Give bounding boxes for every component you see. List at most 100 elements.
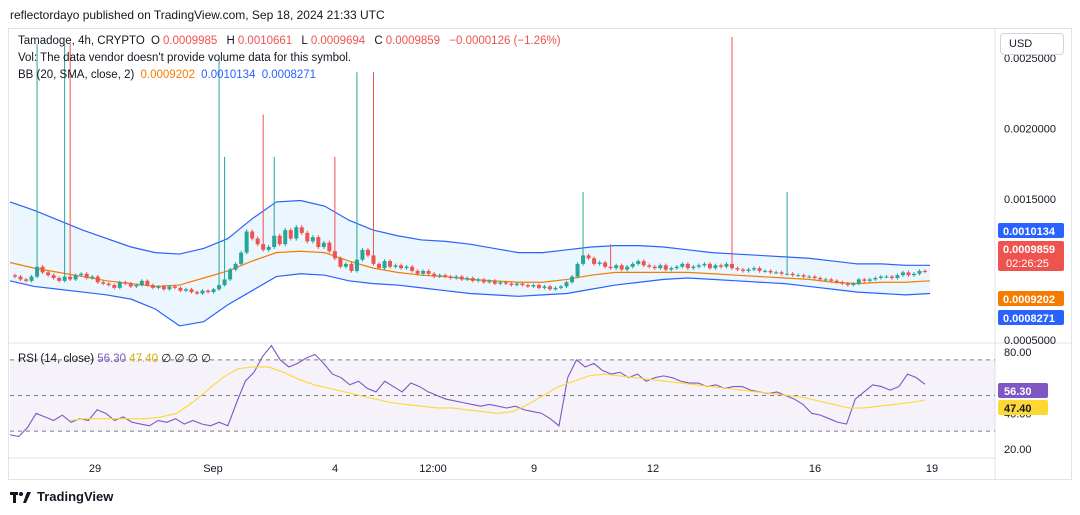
candle xyxy=(724,262,729,269)
candle-body xyxy=(873,278,878,280)
rsi-tag-text: 56.30 xyxy=(1004,386,1032,398)
candle xyxy=(785,192,790,276)
candle xyxy=(889,274,894,280)
candle xyxy=(40,265,45,275)
candle-body xyxy=(823,279,828,281)
candle-body xyxy=(503,282,508,284)
candle-body xyxy=(255,238,260,245)
time-tick-label: 4 xyxy=(332,463,338,475)
candle-body xyxy=(40,266,45,273)
candle xyxy=(520,282,525,287)
candle-body xyxy=(332,251,337,259)
currency-selector[interactable]: USD xyxy=(1000,33,1064,55)
candle-body xyxy=(581,255,586,264)
candle xyxy=(878,274,883,280)
candle-body xyxy=(840,282,845,284)
candle-body xyxy=(509,283,514,286)
candle-body xyxy=(327,242,332,252)
rsi-tick-label: 20.00 xyxy=(1004,444,1032,456)
footer-brand: TradingView xyxy=(10,489,113,504)
candle-body xyxy=(619,265,624,270)
candle-body xyxy=(294,227,299,239)
candle xyxy=(547,284,552,291)
candle-body xyxy=(917,270,922,274)
candle xyxy=(277,233,282,247)
candle xyxy=(741,267,745,273)
candle-body xyxy=(718,265,723,267)
candle xyxy=(669,266,674,272)
candle xyxy=(470,276,475,283)
candle-body xyxy=(233,263,238,270)
countdown-text: 02:26:25 xyxy=(1006,258,1049,270)
price-tick-label: 0.0015000 xyxy=(1004,194,1056,206)
bb-basis-line xyxy=(9,250,931,288)
candle-body xyxy=(84,273,89,278)
rsi-ma-line xyxy=(69,366,926,422)
candle-body xyxy=(774,272,779,274)
candle-body xyxy=(834,280,839,283)
rsi-line xyxy=(9,344,926,438)
candle-body xyxy=(895,275,900,278)
candle xyxy=(592,256,597,266)
candle-body xyxy=(845,283,850,286)
price-tag-bb_basis xyxy=(998,291,1064,306)
candle xyxy=(536,283,541,290)
candle-body xyxy=(531,285,536,287)
rsi-label: RSI (14, close) xyxy=(18,353,95,365)
candle-body xyxy=(547,286,552,290)
candle-body xyxy=(382,261,387,269)
candle-body xyxy=(139,280,144,286)
change-label: −0.0000126 (−1.26%) xyxy=(449,35,561,47)
candle xyxy=(29,274,34,283)
candle xyxy=(823,277,828,281)
candle-body xyxy=(542,286,547,288)
price-tag-text-bb_basis: 0.0009202 xyxy=(1003,294,1055,306)
open-label: O 0.0009985 xyxy=(150,35,218,47)
candle xyxy=(365,247,370,258)
candle-body xyxy=(685,263,690,269)
candle-body xyxy=(112,285,117,288)
candle-body xyxy=(757,268,762,271)
rsi-tick-label: 80.00 xyxy=(1004,347,1032,359)
candle-body xyxy=(498,282,503,284)
candles xyxy=(13,37,927,295)
candle xyxy=(299,225,304,236)
candle-body xyxy=(432,273,437,277)
candle-body xyxy=(812,276,817,278)
candle-body xyxy=(636,261,641,264)
bb-upper-line xyxy=(9,199,930,266)
candle-body xyxy=(277,235,282,245)
rsi-legend: RSI (14, close) 56.30 47.40 ∅ ∅ ∅ ∅ xyxy=(18,351,211,365)
candle xyxy=(399,263,404,270)
candle-body xyxy=(156,286,161,288)
candle-body xyxy=(95,276,100,283)
candle-body xyxy=(454,276,459,278)
candle xyxy=(812,274,817,280)
candle xyxy=(476,277,481,283)
candle xyxy=(239,250,244,266)
candle xyxy=(900,270,905,277)
price-tick-label: 0.0025000 xyxy=(1004,53,1056,65)
candle-body xyxy=(746,269,751,271)
candle xyxy=(228,267,233,281)
candle-body xyxy=(729,263,734,269)
candle xyxy=(603,260,608,269)
candle-body xyxy=(239,252,244,264)
time-tick-label: Sep xyxy=(203,463,223,475)
candle-body xyxy=(377,263,381,269)
candle-body xyxy=(696,265,701,267)
bb-lower-line xyxy=(9,273,931,327)
candle-body xyxy=(856,279,861,284)
candle xyxy=(652,265,657,270)
candle xyxy=(106,282,111,287)
published-line: reflectordayo published on TradingView.c… xyxy=(10,8,385,22)
chart-frame xyxy=(8,28,1072,480)
candle xyxy=(663,263,668,272)
candle-body xyxy=(399,265,404,269)
candle xyxy=(746,267,751,273)
candle-body xyxy=(559,286,563,288)
candle xyxy=(531,283,536,288)
candle-body xyxy=(597,262,602,264)
candle xyxy=(156,284,161,290)
